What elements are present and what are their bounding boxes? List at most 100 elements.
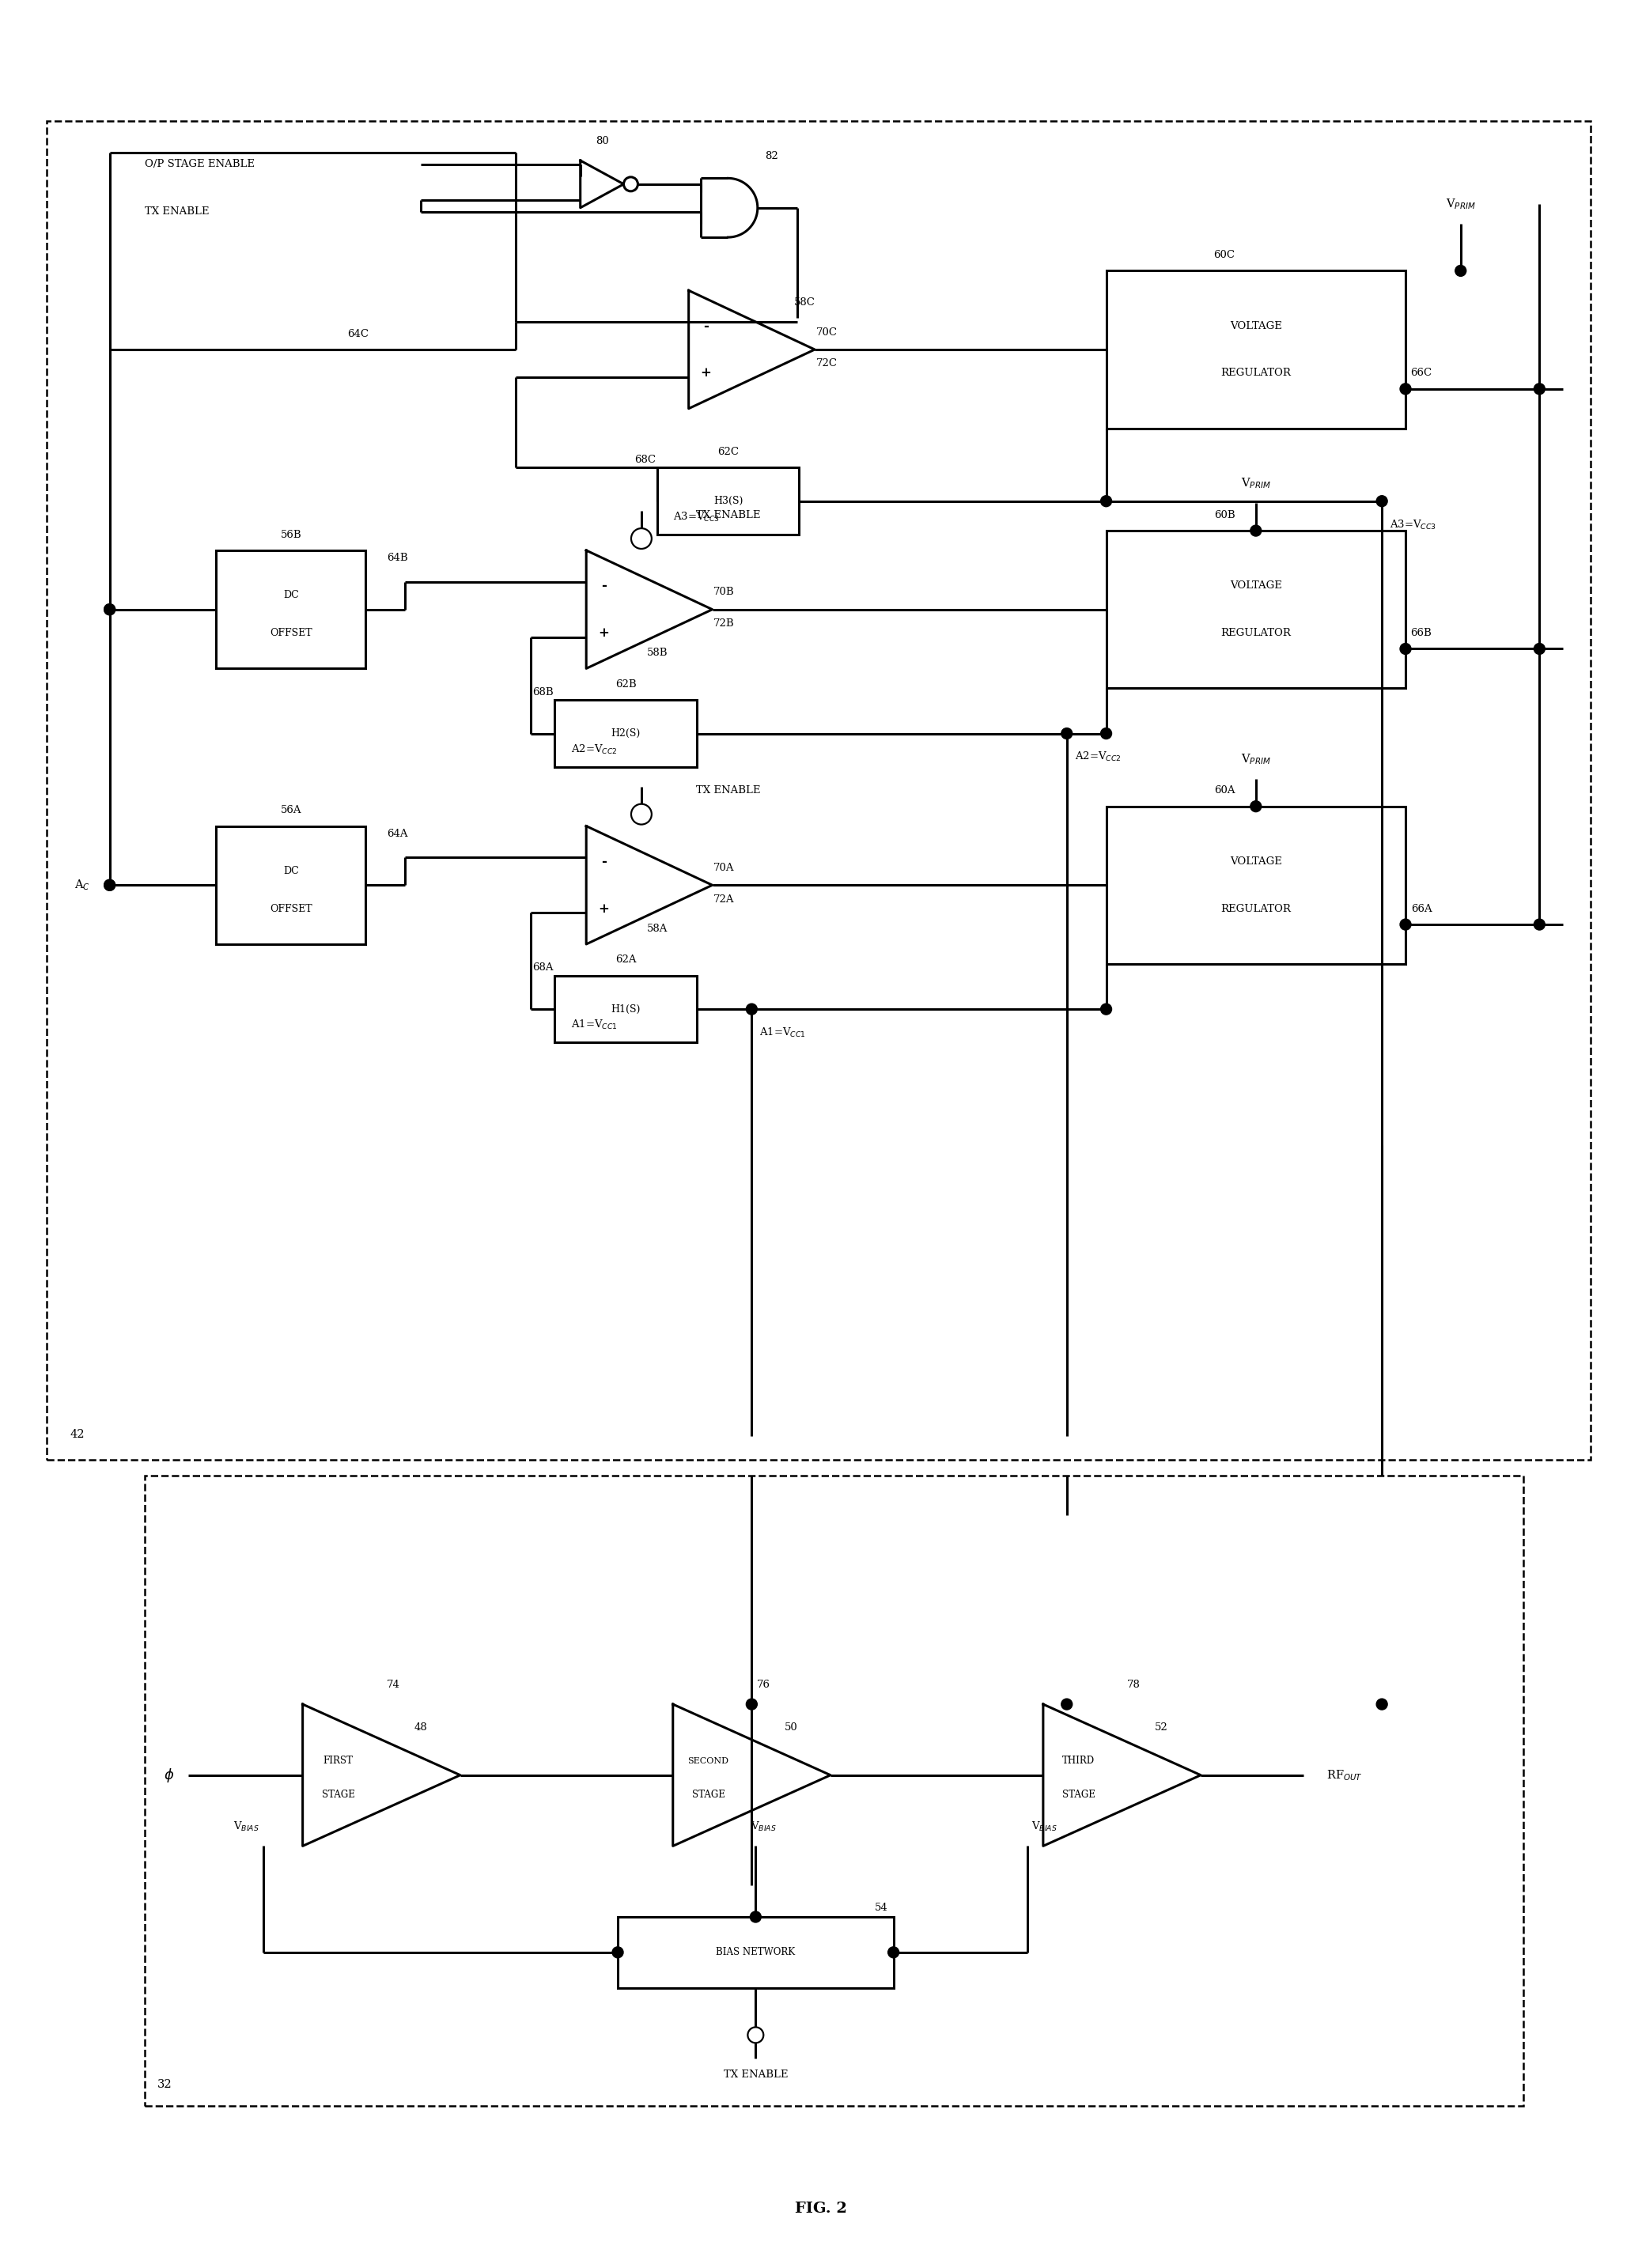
Circle shape — [1534, 383, 1545, 395]
Text: REGULATOR: REGULATOR — [1220, 367, 1291, 379]
Polygon shape — [302, 1703, 460, 1846]
Text: 82: 82 — [765, 152, 778, 161]
Text: V$_{BIAS}$: V$_{BIAS}$ — [1031, 1819, 1057, 1833]
Circle shape — [103, 880, 115, 891]
Circle shape — [750, 1912, 762, 1923]
Text: 58A: 58A — [647, 923, 668, 934]
Text: +: + — [701, 367, 711, 379]
Polygon shape — [673, 1703, 831, 1846]
Bar — [617, 1916, 893, 1987]
Bar — [46, 120, 1591, 1461]
Text: 66B: 66B — [1410, 628, 1432, 637]
Text: FIRST: FIRST — [323, 1755, 353, 1767]
Text: 50: 50 — [785, 1724, 798, 1733]
Text: A1=V$_{CC1}$: A1=V$_{CC1}$ — [571, 1018, 617, 1032]
Text: H3(S): H3(S) — [713, 497, 742, 506]
Text: 62B: 62B — [616, 678, 635, 689]
Text: 56B: 56B — [281, 528, 302, 540]
Text: 68B: 68B — [532, 687, 553, 696]
Bar — [555, 701, 696, 767]
Circle shape — [1455, 265, 1466, 277]
Polygon shape — [586, 826, 713, 943]
Circle shape — [1250, 526, 1261, 535]
Bar — [657, 467, 800, 535]
Text: 70A: 70A — [714, 862, 734, 873]
Circle shape — [1534, 644, 1545, 655]
Circle shape — [1534, 919, 1545, 930]
Text: 56A: 56A — [281, 805, 302, 816]
Circle shape — [612, 1946, 624, 1957]
Circle shape — [745, 1005, 757, 1014]
Text: 72B: 72B — [714, 619, 734, 628]
Text: STAGE: STAGE — [1062, 1789, 1095, 1801]
Text: V$_{BIAS}$: V$_{BIAS}$ — [750, 1819, 777, 1833]
Circle shape — [1401, 644, 1410, 655]
Bar — [144, 1476, 1524, 2107]
Text: -: - — [703, 320, 709, 333]
Text: O/P STAGE ENABLE: O/P STAGE ENABLE — [144, 159, 255, 170]
Text: 76: 76 — [757, 1678, 770, 1690]
Circle shape — [103, 603, 115, 615]
Text: $\phi$: $\phi$ — [164, 1767, 174, 1785]
Circle shape — [1100, 1005, 1112, 1014]
Text: OFFSET: OFFSET — [269, 903, 312, 914]
Circle shape — [745, 1699, 757, 1710]
Circle shape — [1401, 383, 1410, 395]
Text: 64A: 64A — [388, 828, 407, 839]
Bar — [217, 551, 366, 669]
Text: 58C: 58C — [795, 297, 816, 308]
Text: FIG. 2: FIG. 2 — [795, 2202, 847, 2216]
Text: 78: 78 — [1126, 1678, 1141, 1690]
Polygon shape — [580, 161, 624, 209]
Polygon shape — [586, 551, 713, 669]
Circle shape — [631, 528, 652, 549]
Text: 64B: 64B — [386, 553, 407, 562]
Text: V$_{PRIM}$: V$_{PRIM}$ — [1241, 476, 1271, 490]
Text: OFFSET: OFFSET — [269, 628, 312, 637]
Bar — [555, 975, 696, 1043]
Bar — [1107, 807, 1406, 964]
Text: 70B: 70B — [714, 587, 734, 596]
Text: 80: 80 — [596, 136, 609, 145]
Text: A3=V$_{CC3}$: A3=V$_{CC3}$ — [1389, 519, 1437, 531]
Text: 70C: 70C — [816, 327, 837, 338]
Text: 74: 74 — [386, 1678, 401, 1690]
Text: A1=V$_{CC1}$: A1=V$_{CC1}$ — [760, 1027, 806, 1039]
Circle shape — [624, 177, 637, 191]
Circle shape — [888, 1946, 898, 1957]
Polygon shape — [688, 290, 814, 408]
Text: THIRD: THIRD — [1062, 1755, 1095, 1767]
Circle shape — [1100, 497, 1112, 506]
Text: -: - — [601, 578, 606, 592]
Text: 60A: 60A — [1213, 785, 1235, 796]
Text: 60C: 60C — [1213, 249, 1235, 261]
Text: 72A: 72A — [714, 894, 734, 905]
Text: 32: 32 — [158, 2080, 172, 2091]
Text: A$_C$: A$_C$ — [74, 878, 90, 891]
Text: DC: DC — [282, 590, 299, 601]
Text: 54: 54 — [875, 1903, 888, 1912]
Circle shape — [1250, 801, 1261, 812]
Text: RF$_{OUT}$: RF$_{OUT}$ — [1327, 1769, 1363, 1783]
Text: VOLTAGE: VOLTAGE — [1230, 320, 1282, 331]
Text: 72C: 72C — [816, 358, 837, 370]
Polygon shape — [701, 179, 757, 238]
Text: A3=V$_{CC3}$: A3=V$_{CC3}$ — [673, 510, 719, 524]
Circle shape — [1401, 919, 1410, 930]
Text: SECOND: SECOND — [688, 1758, 729, 1765]
Circle shape — [1100, 728, 1112, 739]
Circle shape — [1061, 728, 1072, 739]
Text: 68A: 68A — [532, 962, 553, 973]
Bar — [1107, 270, 1406, 429]
Text: A2=V$_{CC2}$: A2=V$_{CC2}$ — [571, 744, 617, 755]
Text: VOLTAGE: VOLTAGE — [1230, 857, 1282, 866]
Bar — [1107, 531, 1406, 687]
Text: TX ENABLE: TX ENABLE — [144, 206, 210, 218]
Circle shape — [747, 2028, 764, 2043]
Text: TX ENABLE: TX ENABLE — [696, 510, 760, 519]
Circle shape — [103, 603, 115, 615]
Text: V$_{PRIM}$: V$_{PRIM}$ — [1241, 753, 1271, 767]
Circle shape — [631, 803, 652, 826]
Text: H2(S): H2(S) — [611, 728, 640, 739]
Circle shape — [1376, 497, 1387, 506]
